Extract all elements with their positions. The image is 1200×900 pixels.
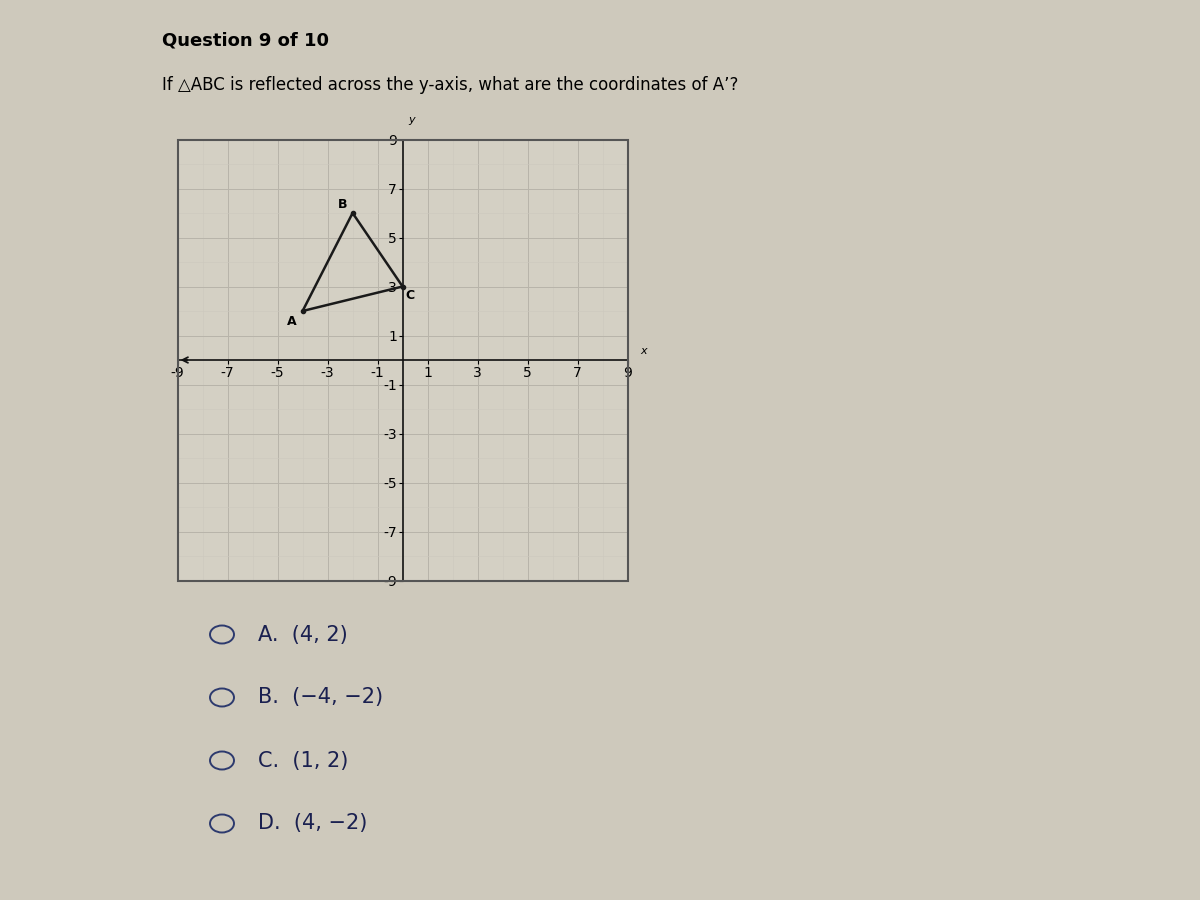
Text: A.  (4, 2): A. (4, 2) [258, 625, 348, 644]
Text: x: x [640, 346, 647, 356]
Text: Question 9 of 10: Question 9 of 10 [162, 32, 329, 50]
Text: B: B [338, 197, 348, 211]
Text: C.  (1, 2): C. (1, 2) [258, 751, 348, 770]
Text: C: C [406, 289, 414, 302]
Text: If △ABC is reflected across the y-axis, what are the coordinates of A’?: If △ABC is reflected across the y-axis, … [162, 76, 738, 94]
Text: B.  (−4, −2): B. (−4, −2) [258, 688, 383, 707]
Text: A: A [287, 315, 296, 328]
Text: y: y [408, 115, 415, 125]
Text: D.  (4, −2): D. (4, −2) [258, 814, 367, 833]
